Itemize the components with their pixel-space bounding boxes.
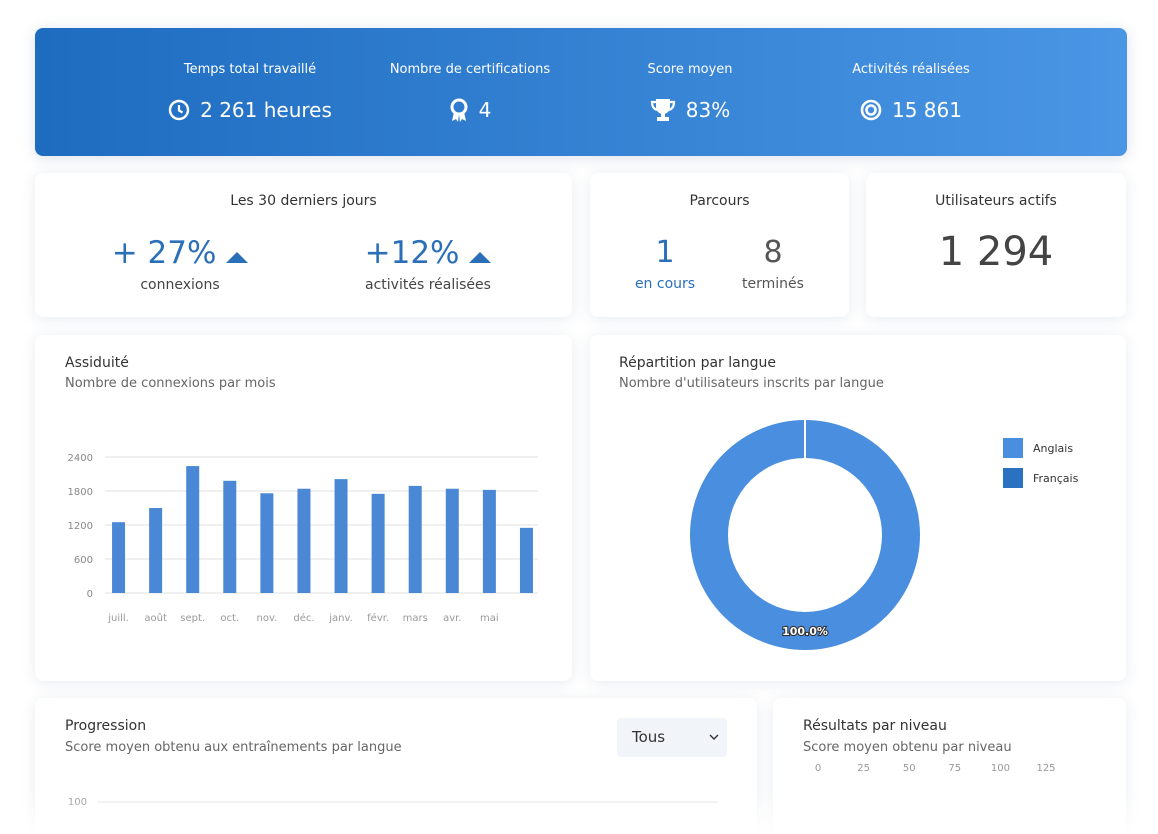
bar [297,488,311,593]
bar [445,488,459,593]
card-title: Répartition par langue [619,355,776,371]
pie-chart: 100.0% Anglais Français [690,420,1079,650]
up-arrow [226,252,249,263]
clock-icon [168,99,190,121]
legend-label: Français [1033,472,1079,485]
stat-value: 2 261 heures [140,98,360,122]
y-tick-label: 2400 [68,453,93,464]
count: 1 [655,235,675,270]
line-chart: 100 [68,797,718,808]
stat-text: 2 261 heures [200,98,332,122]
x-tick-label: sept. [180,613,205,624]
x-tick-label: 75 [948,763,961,774]
x-tick-label: nov. [256,613,277,624]
y-tick-label: 100 [68,797,87,808]
stat-text: 83% [685,98,731,122]
x-tick-label: mai [480,613,499,624]
bar [482,489,496,593]
trend-label: connexions [140,277,220,293]
trend-label: activités réalisées [365,277,491,293]
bar-chart: 0 600 1200 1800 2400 juill. août sept. oct. nov. d… [68,453,538,624]
legend-swatch [1003,438,1023,458]
x-tick-label: janv. [328,613,353,624]
x-tick-label: déc. [293,612,314,624]
card-title: Résultats par niveau [803,718,947,734]
y-tick-label: 0 [87,589,93,600]
user-count: 1 294 [938,229,1054,275]
card-title: Progression [65,718,147,734]
card-subtitle: Nombre de connexions par mois [65,376,276,391]
filter-select[interactable]: Tous [617,718,727,757]
bar [260,493,274,593]
bar [149,508,163,593]
up-arrow [469,252,492,263]
bar-chart-axis: 0 25 50 75 100 125 [815,763,1056,774]
chevron [709,734,719,740]
stat-label: Nombre de certifications [389,62,551,77]
filter-text: Tous [632,728,666,746]
card-subtitle: Score moyen obtenu par niveau [803,740,1012,755]
card-subtitle: Score moyen obtenu aux entraînements par… [65,740,402,755]
bar [223,480,237,593]
parcours-card: Parcours 1 en cours 8 terminés [590,173,849,317]
langue-card: Répartition par langue Nombre d'utilisat… [590,335,1126,681]
stat-label: Score moyen [647,62,733,77]
x-tick-label: oct. [220,613,239,624]
legend-swatch [1003,468,1023,488]
x-tick-label: 0 [815,763,821,774]
stat-label: Temps total travaillé [183,62,317,77]
bar [334,479,348,593]
last30-card: Les 30 derniers jours + 27% connexions +… [35,173,572,317]
bar [371,493,385,593]
stat-value: 83% [580,98,800,122]
card-title: Parcours [689,193,750,209]
count-label: terminés [742,276,804,292]
summary-banner: Temps total travaillé 2 261 heures Nombr… [35,28,1127,156]
x-tick-label: juill. [107,613,129,624]
count-label: en cours [634,276,696,292]
progression-card: Progression Score moyen obtenu aux entra… [35,698,757,834]
legend-label: Anglais [1033,442,1073,455]
y-tick-label: 1800 [68,487,93,498]
slice-label: 100.0% [782,625,828,638]
stat-label: Activités réalisées [852,62,970,77]
trend-value: + 27% [80,235,280,271]
x-tick-label: mars [403,613,428,624]
card-subtitle: Nombre d'utilisateurs inscrits par langu… [619,376,884,391]
bar [112,522,126,593]
x-tick-label: août [144,612,167,624]
trend-text: +12% [364,235,460,271]
x-tick-label: 50 [903,763,916,774]
stat-text: 4 [478,98,492,122]
x-tick-label: avr. [443,613,461,624]
target-icon [860,99,882,121]
x-tick-label: févr. [367,612,389,624]
card-title: Utilisateurs actifs [935,193,1057,209]
y-tick-label: 1200 [68,521,93,532]
bar [186,466,200,593]
pie-slice [690,420,920,650]
x-tick-label: 125 [1036,763,1055,774]
trend-text: + 27% [111,235,217,271]
resultats-card: Résultats par niveau Score moyen obtenu … [773,698,1126,834]
card-title: Assiduité [65,355,129,371]
trophy-icon [650,99,675,121]
stat-value: 4 [360,98,580,122]
x-tick-label: 25 [857,763,870,774]
y-tick-label: 600 [74,555,93,566]
assiduite-card: Assiduité Nombre de connexions par mois … [35,335,572,681]
stat-value: 15 861 [801,98,1021,122]
count: 8 [763,235,783,270]
x-tick-label: 100 [991,763,1010,774]
stat-text: 15 861 [892,98,962,122]
card-title: Les 30 derniers jours [230,193,377,209]
bar [519,527,533,593]
award-icon [450,98,468,122]
users-card: Utilisateurs actifs 1 294 [866,173,1126,317]
bar [408,485,422,593]
trend-value: +12% [328,235,528,271]
